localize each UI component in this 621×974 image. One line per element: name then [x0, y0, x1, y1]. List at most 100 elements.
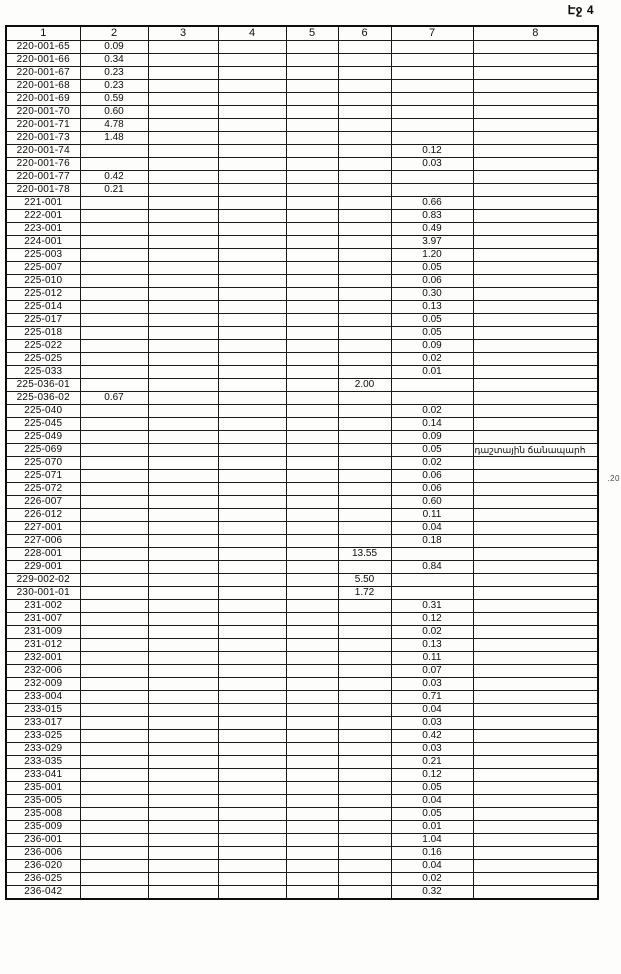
- value-cell: [147, 859, 219, 873]
- code-cell: 235-001: [5, 781, 81, 795]
- value-cell: [147, 300, 219, 314]
- value-cell: 0.12: [390, 612, 474, 626]
- table-row: 229-002-02 5.50: [5, 573, 599, 587]
- value-cell: [79, 352, 149, 366]
- value-cell: [285, 352, 339, 366]
- value-cell: [472, 794, 599, 808]
- value-cell: [147, 261, 219, 275]
- table-row: 236-006 0.16: [5, 846, 599, 860]
- value-cell: [472, 742, 599, 756]
- code-cell: 227-006: [5, 534, 81, 548]
- value-cell: [79, 508, 149, 522]
- table-row: 235-005 0.04: [5, 794, 599, 808]
- value-cell: [217, 92, 287, 106]
- table-row: 225-036-02 0.67: [5, 391, 599, 405]
- value-cell: [285, 404, 339, 418]
- value-cell: 0.02: [390, 625, 474, 639]
- value-cell: [79, 573, 149, 587]
- value-cell: [337, 365, 392, 379]
- value-cell: [285, 222, 339, 236]
- table-row: 225-007 0.05: [5, 261, 599, 275]
- value-cell: [472, 833, 599, 847]
- value-cell: 4.78: [79, 118, 149, 132]
- value-cell: 0.06: [390, 469, 474, 483]
- value-cell: [217, 859, 287, 873]
- value-cell: [285, 755, 339, 769]
- value-cell: [147, 326, 219, 340]
- table-row: 225-017 0.05: [5, 313, 599, 327]
- code-cell: 225-069: [5, 443, 81, 457]
- value-cell: [217, 430, 287, 444]
- value-cell: [472, 690, 599, 704]
- value-cell: [472, 846, 599, 860]
- value-cell: [285, 157, 339, 171]
- value-cell: [147, 846, 219, 860]
- table-body: 220-001-65 0.09 220-001-66 0.34 220-001-67 0.…: [5, 40, 599, 900]
- table-row: 225-014 0.13: [5, 300, 599, 314]
- value-cell: 0.01: [390, 820, 474, 834]
- value-cell: [217, 131, 287, 145]
- value-cell: [390, 118, 474, 132]
- value-cell: [79, 157, 149, 171]
- value-cell: [285, 742, 339, 756]
- code-cell: 227-001: [5, 521, 81, 535]
- value-cell: 0.09: [390, 430, 474, 444]
- value-cell: [390, 547, 474, 561]
- value-cell: [285, 248, 339, 262]
- table-row: 231-002 0.31: [5, 599, 599, 613]
- value-cell: 0.59: [79, 92, 149, 106]
- value-cell: [285, 313, 339, 327]
- value-cell: [337, 118, 392, 132]
- value-cell: [472, 339, 599, 353]
- value-cell: [217, 261, 287, 275]
- column-header: 3: [147, 25, 219, 41]
- value-cell: [472, 534, 599, 548]
- value-cell: 0.42: [79, 170, 149, 184]
- value-cell: [472, 560, 599, 574]
- value-cell: [285, 287, 339, 301]
- value-cell: [285, 846, 339, 860]
- value-cell: [217, 118, 287, 132]
- value-cell: [337, 664, 392, 678]
- value-cell: [285, 378, 339, 392]
- code-cell: 233-029: [5, 742, 81, 756]
- value-cell: [79, 443, 149, 457]
- value-cell: [285, 885, 339, 900]
- value-cell: [217, 547, 287, 561]
- value-cell: 0.18: [390, 534, 474, 548]
- value-cell: [217, 183, 287, 197]
- value-cell: [285, 833, 339, 847]
- value-cell: 0.05: [390, 313, 474, 327]
- value-cell: [217, 40, 287, 54]
- page-number-label: Էջ 4: [567, 3, 594, 17]
- value-cell: [472, 807, 599, 821]
- value-cell: [285, 274, 339, 288]
- value-cell: [472, 781, 599, 795]
- value-cell: 0.60: [390, 495, 474, 509]
- value-cell: [472, 885, 599, 900]
- value-cell: [390, 586, 474, 600]
- value-cell: [79, 560, 149, 574]
- value-cell: [472, 391, 599, 405]
- value-cell: [390, 391, 474, 405]
- table-row: 226-012 0.11: [5, 508, 599, 522]
- value-cell: [285, 677, 339, 691]
- value-cell: [217, 313, 287, 327]
- table-row: 231-007 0.12: [5, 612, 599, 626]
- value-cell: [147, 703, 219, 717]
- code-cell: 225-070: [5, 456, 81, 470]
- value-cell: 0.30: [390, 287, 474, 301]
- value-cell: [147, 638, 219, 652]
- value-cell: [79, 196, 149, 210]
- value-cell: [337, 560, 392, 574]
- table-row: 235-008 0.05: [5, 807, 599, 821]
- value-cell: [285, 573, 339, 587]
- value-cell: [337, 417, 392, 431]
- value-cell: [472, 716, 599, 730]
- table-row: 235-009 0.01: [5, 820, 599, 834]
- value-cell: [472, 131, 599, 145]
- value-cell: [217, 638, 287, 652]
- value-cell: [337, 469, 392, 483]
- value-cell: [472, 872, 599, 886]
- value-cell: [285, 131, 339, 145]
